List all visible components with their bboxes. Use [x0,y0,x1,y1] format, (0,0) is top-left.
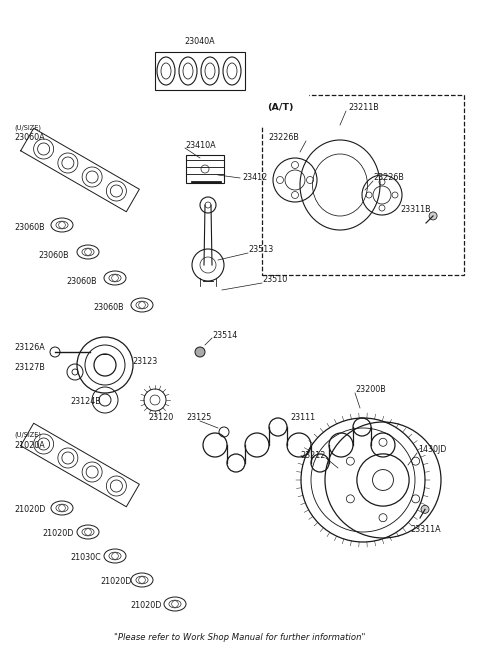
Text: 23412: 23412 [242,173,267,182]
Text: "Please refer to Work Shop Manual for further information": "Please refer to Work Shop Manual for fu… [114,634,366,642]
Text: 21030C: 21030C [70,554,101,562]
Text: 23311B: 23311B [400,205,431,215]
Text: 21020D: 21020D [14,506,46,514]
Text: 23040A: 23040A [185,37,216,47]
Text: 23111: 23111 [290,413,315,422]
Text: 23226B: 23226B [373,173,404,182]
Circle shape [195,347,205,357]
Text: 23120: 23120 [148,413,173,422]
Text: 23060B: 23060B [66,276,96,285]
Text: 21020D: 21020D [130,602,161,611]
Text: 23212: 23212 [300,451,325,459]
Text: 21020D: 21020D [42,529,73,539]
Text: 23514: 23514 [212,331,237,340]
Text: 23311A: 23311A [410,525,441,535]
Text: 23513: 23513 [248,245,273,255]
Text: 1430JD: 1430JD [418,445,446,455]
Text: 23510: 23510 [262,276,287,285]
Text: 23125: 23125 [186,413,211,422]
Text: 23124B: 23124B [70,398,101,407]
Text: 23060A: 23060A [14,134,45,142]
Text: 23211B: 23211B [348,104,379,112]
Text: 23060B: 23060B [93,304,124,312]
Text: 21020D: 21020D [100,577,132,586]
Circle shape [421,505,429,514]
Text: (A/T): (A/T) [267,103,293,112]
Text: (U/SIZE): (U/SIZE) [14,432,41,438]
Text: (U/SIZE): (U/SIZE) [14,125,41,131]
Text: 23410A: 23410A [185,140,216,150]
Bar [186,155,224,183]
Text: 23123: 23123 [132,358,157,367]
Text: 23126A: 23126A [14,344,45,352]
Bar [262,95,464,275]
Bar [155,52,245,90]
Text: 23200B: 23200B [355,386,386,394]
Text: 23060B: 23060B [14,224,45,232]
Text: 23060B: 23060B [38,251,69,260]
Text: 21020A: 21020A [14,440,45,449]
Text: 23127B: 23127B [14,363,45,373]
Circle shape [429,212,437,220]
Text: 23226B: 23226B [268,134,299,142]
